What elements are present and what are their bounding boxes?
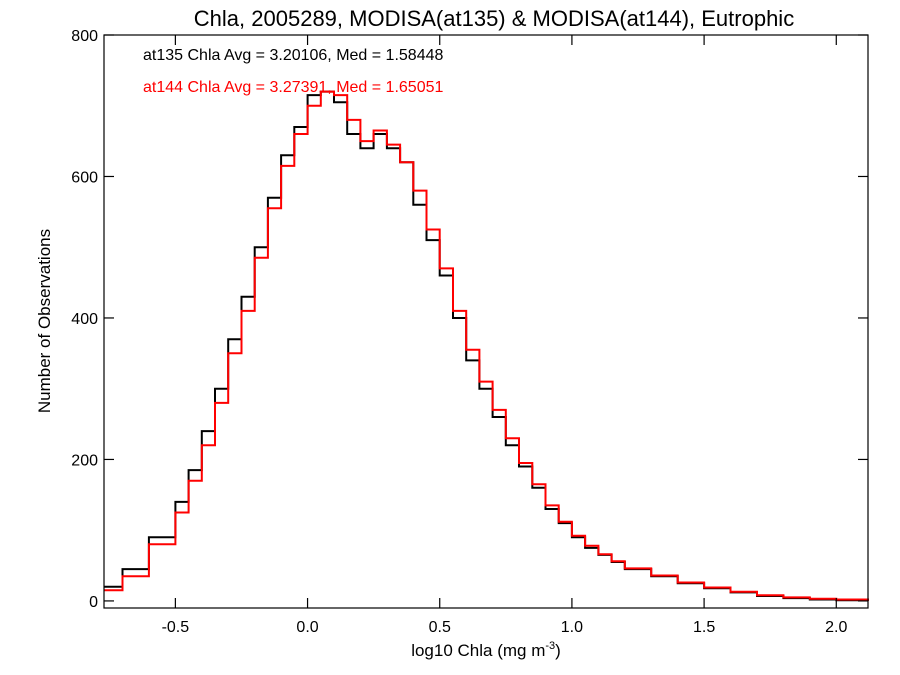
annotations: at135 Chla Avg = 3.20106, Med = 1.58448 a… xyxy=(143,47,443,96)
series-line-0 xyxy=(104,90,869,602)
x-axis: -0.5 0.0 0.5 1.0 1.5 2.0 xyxy=(162,35,847,636)
plot-frame xyxy=(103,34,869,609)
x-tick-label: 1.5 xyxy=(693,619,715,636)
x-axis-label: log10 Chla (mg m-3) xyxy=(411,640,561,660)
annotation-0: at135 Chla Avg = 3.20106, Med = 1.58448 xyxy=(143,47,443,64)
x-tick-label: 1.0 xyxy=(561,619,583,636)
y-tick-label: 200 xyxy=(71,452,98,469)
y-tick-label: 400 xyxy=(71,311,98,328)
x-tick-label: 0.5 xyxy=(429,619,451,636)
chart-title: Chla, 2005289, MODISA(at135) & MODISA(at… xyxy=(194,6,794,31)
x-tick-label: -0.5 xyxy=(162,619,190,636)
x-tick-label: 0.0 xyxy=(296,619,318,636)
y-tick-label: 0 xyxy=(89,594,98,611)
plot-lines xyxy=(104,90,869,602)
annotation-1: at144 Chla Avg = 3.27391, Med = 1.65051 xyxy=(143,79,443,96)
series-line-1 xyxy=(104,90,869,601)
y-axis-label: Number of Observations xyxy=(35,229,54,413)
y-axis: 0 200 400 600 800 xyxy=(71,28,868,611)
y-tick-label: 600 xyxy=(71,169,98,186)
x-tick-label: 2.0 xyxy=(825,619,847,636)
y-tick-label: 800 xyxy=(71,28,98,45)
